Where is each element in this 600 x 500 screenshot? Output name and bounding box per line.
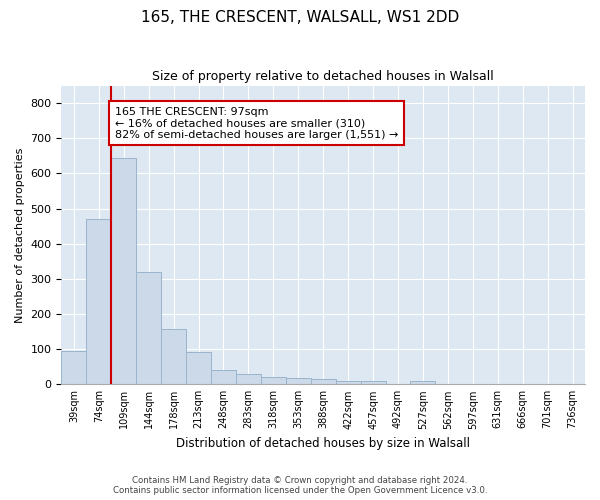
Bar (161, 329, 186, 384)
Bar (186, 352, 211, 384)
Y-axis label: Number of detached properties: Number of detached properties (15, 147, 25, 322)
Text: 165 THE CRESCENT: 97sqm
← 16% of detached houses are smaller (310)
82% of semi-d: 165 THE CRESCENT: 97sqm ← 16% of detache… (115, 106, 398, 140)
Bar (111, 158, 136, 384)
Bar (211, 370, 236, 384)
X-axis label: Distribution of detached houses by size in Walsall: Distribution of detached houses by size … (176, 437, 470, 450)
Text: Contains HM Land Registry data © Crown copyright and database right 2024.
Contai: Contains HM Land Registry data © Crown c… (113, 476, 487, 495)
Bar (286, 378, 311, 384)
Bar (136, 272, 161, 384)
Bar (61, 351, 86, 384)
Bar (410, 381, 436, 384)
Bar (335, 381, 361, 384)
Bar (361, 382, 386, 384)
Bar (236, 374, 261, 384)
Bar (261, 376, 286, 384)
Title: Size of property relative to detached houses in Walsall: Size of property relative to detached ho… (152, 70, 494, 83)
Bar (86, 219, 111, 384)
Text: 165, THE CRESCENT, WALSALL, WS1 2DD: 165, THE CRESCENT, WALSALL, WS1 2DD (141, 10, 459, 25)
Bar (311, 379, 335, 384)
